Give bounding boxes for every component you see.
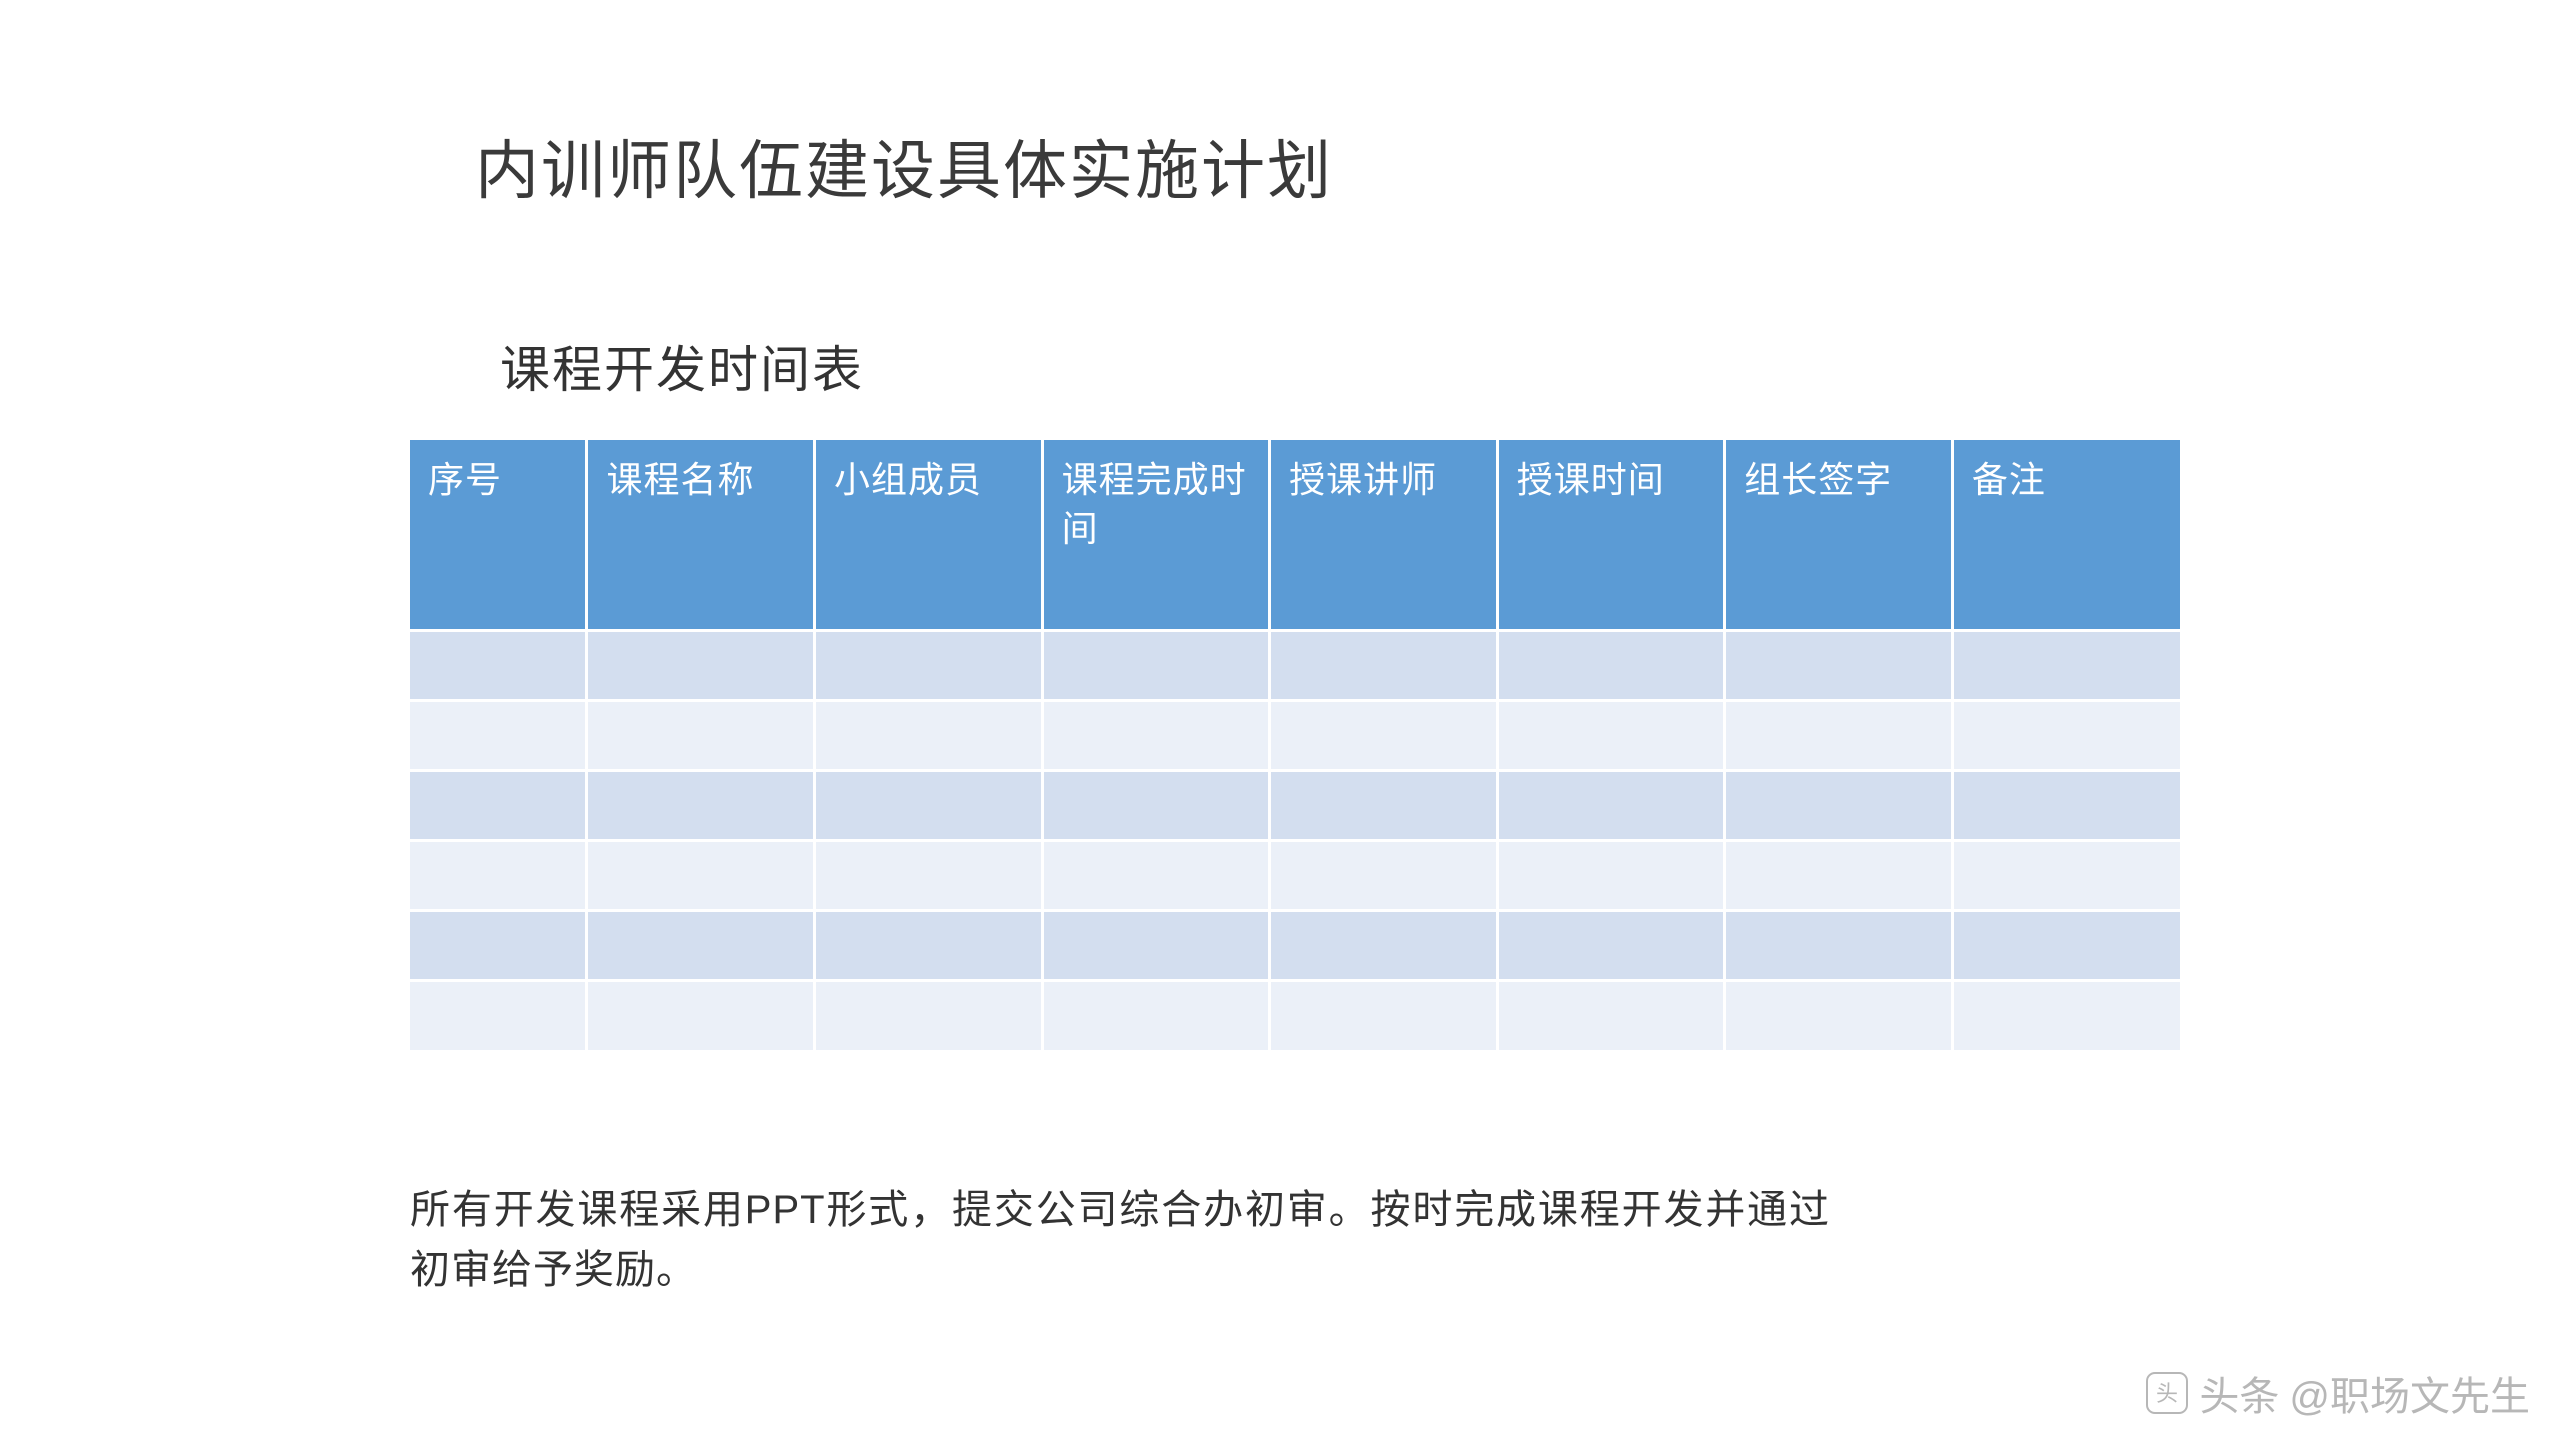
schedule-table-wrap: 序号课程名称小组成员课程完成时间授课讲师授课时间组长签字备注 (410, 440, 2180, 1050)
table-cell (410, 700, 587, 770)
table-row (410, 630, 2180, 700)
table-cell (1270, 910, 1498, 980)
table-row (410, 980, 2180, 1050)
table-cell (587, 840, 815, 910)
table-cell (410, 910, 587, 980)
table-cell (587, 910, 815, 980)
table-cell (1042, 910, 1270, 980)
table-cell (1952, 700, 2180, 770)
table-cell (815, 910, 1043, 980)
table-cell (587, 770, 815, 840)
subtitle: 课程开发时间表 (500, 330, 864, 402)
table-cell (410, 980, 587, 1050)
table-cell (815, 700, 1043, 770)
table-cell (1270, 770, 1498, 840)
table-cell (1042, 770, 1270, 840)
table-cell (1497, 770, 1725, 840)
table-cell (1725, 910, 1953, 980)
table-row (410, 910, 2180, 980)
watermark: 头 头条 @职场文先生 (2145, 1364, 2530, 1422)
schedule-table: 序号课程名称小组成员课程完成时间授课讲师授课时间组长签字备注 (410, 440, 2180, 1050)
table-cell (1497, 630, 1725, 700)
table-cell (1952, 910, 2180, 980)
table-header-cell: 授课讲师 (1270, 440, 1498, 630)
watermark-prefix: 头条 (2199, 1364, 2279, 1422)
table-cell (815, 770, 1043, 840)
table-cell (1497, 700, 1725, 770)
table-cell (815, 630, 1043, 700)
table-cell (1497, 910, 1725, 980)
watermark-author: @职场文先生 (2289, 1364, 2530, 1422)
table-row (410, 770, 2180, 840)
table-cell (1952, 980, 2180, 1050)
table-cell (1952, 630, 2180, 700)
table-cell (1042, 700, 1270, 770)
table-cell (1952, 770, 2180, 840)
table-header-row: 序号课程名称小组成员课程完成时间授课讲师授课时间组长签字备注 (410, 440, 2180, 630)
table-cell (1497, 980, 1725, 1050)
table-header-cell: 小组成员 (815, 440, 1043, 630)
table-cell (410, 770, 587, 840)
table-cell (1725, 700, 1953, 770)
table-cell (815, 840, 1043, 910)
table-header-cell: 序号 (410, 440, 587, 630)
table-cell (410, 840, 587, 910)
table-header-cell: 备注 (1952, 440, 2180, 630)
table-cell (1725, 840, 1953, 910)
table-cell (1270, 980, 1498, 1050)
table-cell (410, 630, 587, 700)
table-cell (1042, 980, 1270, 1050)
table-cell (1270, 840, 1498, 910)
table-header-cell: 课程名称 (587, 440, 815, 630)
table-cell (587, 630, 815, 700)
table-cell (1497, 840, 1725, 910)
table-cell (1042, 630, 1270, 700)
toutiao-icon: 头 (2145, 1371, 2189, 1415)
table-cell (1725, 770, 1953, 840)
table-cell (587, 980, 815, 1050)
table-header-cell: 组长签字 (1725, 440, 1953, 630)
table-cell (1270, 630, 1498, 700)
table-cell (1042, 840, 1270, 910)
footnote: 所有开发课程采用PPT形式，提交公司综合办初审。按时完成课程开发并通过初审给予奖… (410, 1180, 1830, 1300)
table-cell (1952, 840, 2180, 910)
table-cell (815, 980, 1043, 1050)
page-title: 内训师队伍建设具体实施计划 (475, 120, 1333, 212)
table-header-cell: 授课时间 (1497, 440, 1725, 630)
table-cell (587, 700, 815, 770)
table-cell (1725, 630, 1953, 700)
slide: 内训师队伍建设具体实施计划 课程开发时间表 序号课程名称小组成员课程完成时间授课… (0, 0, 2560, 1440)
svg-text:头: 头 (2156, 1381, 2178, 1406)
table-cell (1725, 980, 1953, 1050)
table-row (410, 700, 2180, 770)
table-header-cell: 课程完成时间 (1042, 440, 1270, 630)
table-cell (1270, 700, 1498, 770)
table-row (410, 840, 2180, 910)
